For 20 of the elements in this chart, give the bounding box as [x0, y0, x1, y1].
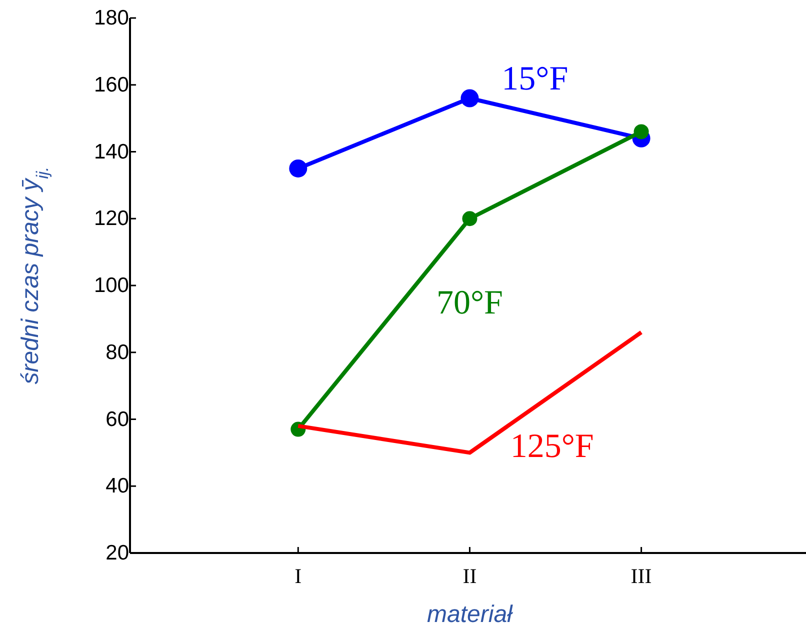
y-tick-label: 180: [94, 6, 129, 30]
point: [460, 89, 479, 108]
x-tick-label: II: [462, 564, 477, 588]
series-label: 70°F: [436, 284, 503, 322]
y-tick-label: 40: [106, 474, 129, 498]
point: [634, 124, 649, 140]
series-label: 125°F: [510, 428, 594, 466]
y-tick-label: 140: [94, 140, 129, 164]
y-tick-label: 100: [94, 274, 129, 297]
y-tick-label: 60: [106, 408, 129, 431]
point: [462, 211, 478, 226]
x-tick-label: III: [630, 564, 652, 588]
y-tick-label: 20: [106, 542, 129, 564]
point: [289, 159, 308, 178]
y-tick-label: 80: [106, 340, 129, 364]
x-tick-label: I: [294, 564, 302, 588]
y-tick-label: 120: [94, 207, 129, 230]
series-label: 15°F: [502, 60, 568, 98]
y-tick-label: 160: [94, 73, 129, 96]
x-axis-title: materiał: [427, 601, 514, 627]
